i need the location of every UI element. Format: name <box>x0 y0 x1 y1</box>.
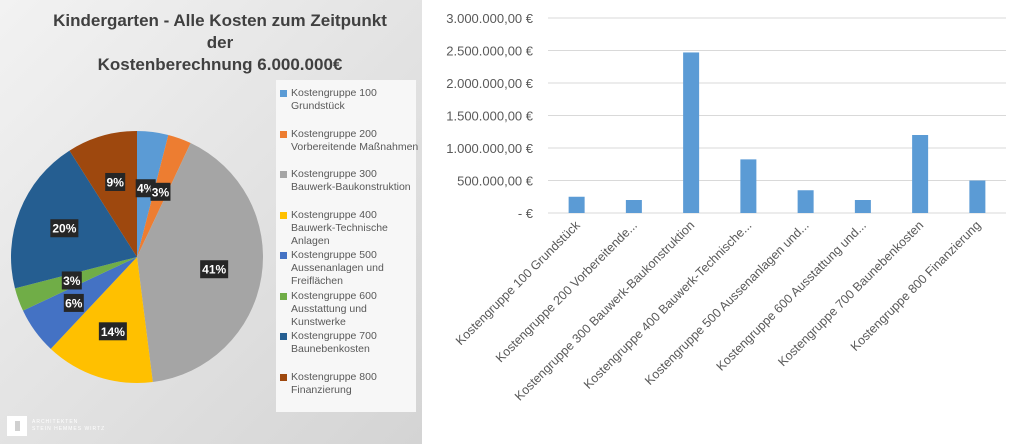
pie-data-label: 41% <box>202 263 226 277</box>
pie-chart-title: Kindergarten - Alle Kosten zum Zeitpunkt… <box>40 10 400 76</box>
legend-label: Kostengruppe 300 Bauwerk-Baukonstruktion <box>291 168 411 193</box>
pie-label-bg <box>98 322 127 341</box>
bar <box>854 200 871 213</box>
bar <box>740 159 757 213</box>
bar <box>912 135 929 213</box>
pie-data-label: 20% <box>52 222 76 236</box>
pie-label-bg <box>50 219 79 238</box>
legend-label: Kostengruppe 800 Finanzierung <box>291 370 377 396</box>
legend-label: Kostengruppe 100 Grundstück <box>291 87 377 112</box>
pie-data-label: 9% <box>107 175 125 189</box>
pie-data-label: 3% <box>152 185 170 199</box>
pie-slice <box>137 142 263 383</box>
logo-line-2: STEIN HEMMES WIRTZ <box>32 426 106 432</box>
pie-label-bg <box>61 271 82 290</box>
legend-item: Kostengruppe 600 Ausstattung und Kunstwe… <box>280 290 421 329</box>
legend-item: Kostengruppe 100 Grundstück <box>280 87 421 113</box>
pie-label-bg <box>200 260 229 279</box>
architect-logo: ARCHITEKTEN STEIN HEMMES WIRTZ <box>7 416 105 436</box>
bar <box>625 200 642 213</box>
pie-legend: Kostengruppe 100 Grundstück Kostengruppe … <box>276 80 418 412</box>
bar <box>568 196 585 213</box>
pie-slice <box>69 131 137 257</box>
legend-swatch <box>280 90 287 97</box>
pie-data-label: 3% <box>63 274 81 288</box>
legend-swatch <box>280 292 287 300</box>
bar <box>969 180 986 213</box>
legend-label: Kostengruppe 700 Baunebenkosten <box>291 330 377 355</box>
legend-label: Kostengruppe 200 Vorbereitende Maßnahmen <box>291 127 419 153</box>
legend-swatch <box>280 171 287 178</box>
logo-line-1: ARCHITEKTEN <box>32 419 79 425</box>
y-tick-label: 2.000.000,00 € <box>446 76 534 91</box>
legend-swatch <box>280 333 287 340</box>
y-tick-label: - € <box>518 206 534 221</box>
legend-swatch <box>280 373 287 381</box>
legend-item: Kostengruppe 500 Aussenanlagen und Freif… <box>280 249 421 288</box>
y-tick-label: 1.500.000,00 € <box>446 109 534 124</box>
legend-label: Kostengruppe 400 Bauwerk-Technische Anla… <box>291 208 388 247</box>
pie-label-bg <box>150 182 171 201</box>
legend-item: Kostengruppe 300 Bauwerk-Baukonstruktion <box>280 168 421 194</box>
y-tick-label: 1.000.000,00 € <box>446 141 534 156</box>
pie-slice <box>50 257 153 383</box>
legend-swatch <box>280 252 287 259</box>
y-tick-label: 500.000,00 € <box>457 174 534 189</box>
pie-chart: 4%3%41%14%6%3%20%9% <box>10 131 263 383</box>
legend-item: Kostengruppe 400 Bauwerk-Technische Anla… <box>280 209 421 248</box>
pie-data-label: 4% <box>137 182 155 196</box>
logo-mark-icon <box>7 416 27 436</box>
legend-item: Kostengruppe 200 Vorbereitende Maßnahmen <box>280 128 421 154</box>
legend-label: Kostengruppe 600 Ausstattung und Kunstwe… <box>291 289 377 328</box>
bar-chart: - € 500.000,00 € 1.000.000,00 € 1.500.000,0… <box>446 11 1006 404</box>
pie-data-label: 14% <box>101 325 125 339</box>
title-line-2: Kostenberechnung 6.000.000€ <box>97 55 343 74</box>
pie-chart-panel: Kindergarten - Alle Kosten zum Zeitpunkt… <box>0 0 422 444</box>
x-tick-label: Kostengruppe 100 Grundstück <box>453 218 583 348</box>
legend-item: Kostengruppe 700 Baunebenkosten <box>280 330 421 356</box>
legend-swatch <box>280 130 287 138</box>
bar <box>797 190 814 213</box>
legend-label: Kostengruppe 500 Aussenanlagen und Freif… <box>291 249 384 287</box>
y-tick-label: 2.500.000,00 € <box>446 44 534 59</box>
pie-data-label: 6% <box>65 296 83 310</box>
bar <box>683 52 700 214</box>
legend-swatch <box>280 211 287 219</box>
title-line-1: Kindergarten - Alle Kosten zum Zeitpunkt… <box>53 11 387 52</box>
pie-label-bg <box>105 172 126 191</box>
y-tick-label: 3.000.000,00 € <box>446 11 534 26</box>
pie-label-bg <box>63 293 84 312</box>
legend-item: Kostengruppe 800 Finanzierung <box>280 371 421 397</box>
